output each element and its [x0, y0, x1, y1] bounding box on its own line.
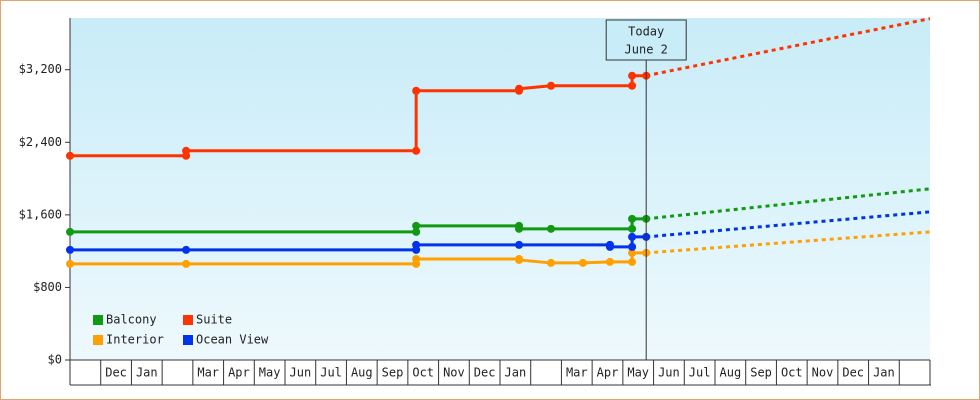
point: [628, 248, 637, 257]
y-tick-label: $0: [48, 353, 62, 367]
x-tick-label: Nov: [812, 366, 834, 380]
point: [628, 71, 637, 80]
point: [412, 254, 421, 263]
x-tick-label: Mar: [566, 366, 588, 380]
today-label: Today: [628, 25, 664, 39]
point: [515, 255, 524, 264]
legend-label: Balcony: [106, 313, 157, 327]
plot-area: [70, 18, 930, 360]
x-tick-label: Dec: [842, 366, 864, 380]
forecast-line: [645, 17, 931, 78]
point: [515, 240, 524, 249]
point: [412, 86, 421, 95]
point: [605, 242, 614, 251]
point: [546, 258, 555, 267]
x-tick-label: Sep: [382, 366, 404, 380]
point: [412, 240, 421, 249]
legend-swatch: [183, 315, 193, 325]
point: [66, 245, 74, 254]
x-tick-label: Apr: [597, 366, 619, 380]
legend-swatch: [93, 315, 103, 325]
x-tick-label: Jul: [320, 366, 342, 380]
point: [546, 224, 555, 233]
x-tick-label: Jan: [136, 366, 158, 380]
x-tick-label: Jan: [873, 366, 895, 380]
x-tick-label: Nov: [443, 366, 465, 380]
y-tick-label: $2,400: [19, 135, 62, 149]
x-tick-label: Jun: [658, 366, 680, 380]
x-tick-label: Aug: [720, 366, 742, 380]
y-tick-label: $1,600: [19, 207, 62, 221]
x-tick-label: Mar: [197, 366, 219, 380]
point: [628, 224, 637, 233]
point: [66, 151, 74, 160]
point: [515, 84, 524, 93]
x-tick-label: Jan: [505, 366, 527, 380]
point: [66, 259, 74, 268]
point: [628, 81, 637, 90]
x-tick-label: May: [259, 366, 281, 380]
today-box: [605, 19, 687, 61]
x-tick-label: Oct: [781, 366, 803, 380]
legend-label: Ocean View: [196, 333, 269, 347]
point: [628, 214, 637, 223]
point: [412, 221, 421, 230]
point: [578, 258, 587, 267]
point: [546, 81, 555, 90]
x-tick-label: Jun: [290, 366, 312, 380]
point: [412, 146, 421, 155]
y-tick-label: $3,200: [19, 62, 62, 76]
legend-label: Interior: [106, 333, 164, 347]
point: [605, 257, 614, 266]
point: [628, 232, 637, 241]
point: [182, 146, 191, 155]
point: [182, 259, 191, 268]
x-tick-label: Aug: [351, 366, 373, 380]
point: [412, 227, 421, 236]
x-tick-label: Jul: [689, 366, 711, 380]
x-tick-label: Dec: [105, 366, 127, 380]
legend-swatch: [183, 335, 193, 345]
point: [182, 245, 191, 254]
series-line: [70, 235, 647, 252]
x-tick-label: Dec: [474, 366, 496, 380]
legend-label: Suite: [196, 313, 232, 327]
x-tick-label: Oct: [412, 366, 434, 380]
point: [628, 257, 637, 266]
y-tick-label: $800: [33, 280, 62, 294]
legend-swatch: [93, 335, 103, 345]
point: [628, 242, 637, 251]
today-label: June 2: [625, 43, 668, 57]
x-tick-label: Sep: [750, 366, 772, 380]
point: [66, 227, 74, 236]
x-tick-label: Apr: [228, 366, 250, 380]
point: [515, 224, 524, 233]
x-tick-label: May: [627, 366, 649, 380]
